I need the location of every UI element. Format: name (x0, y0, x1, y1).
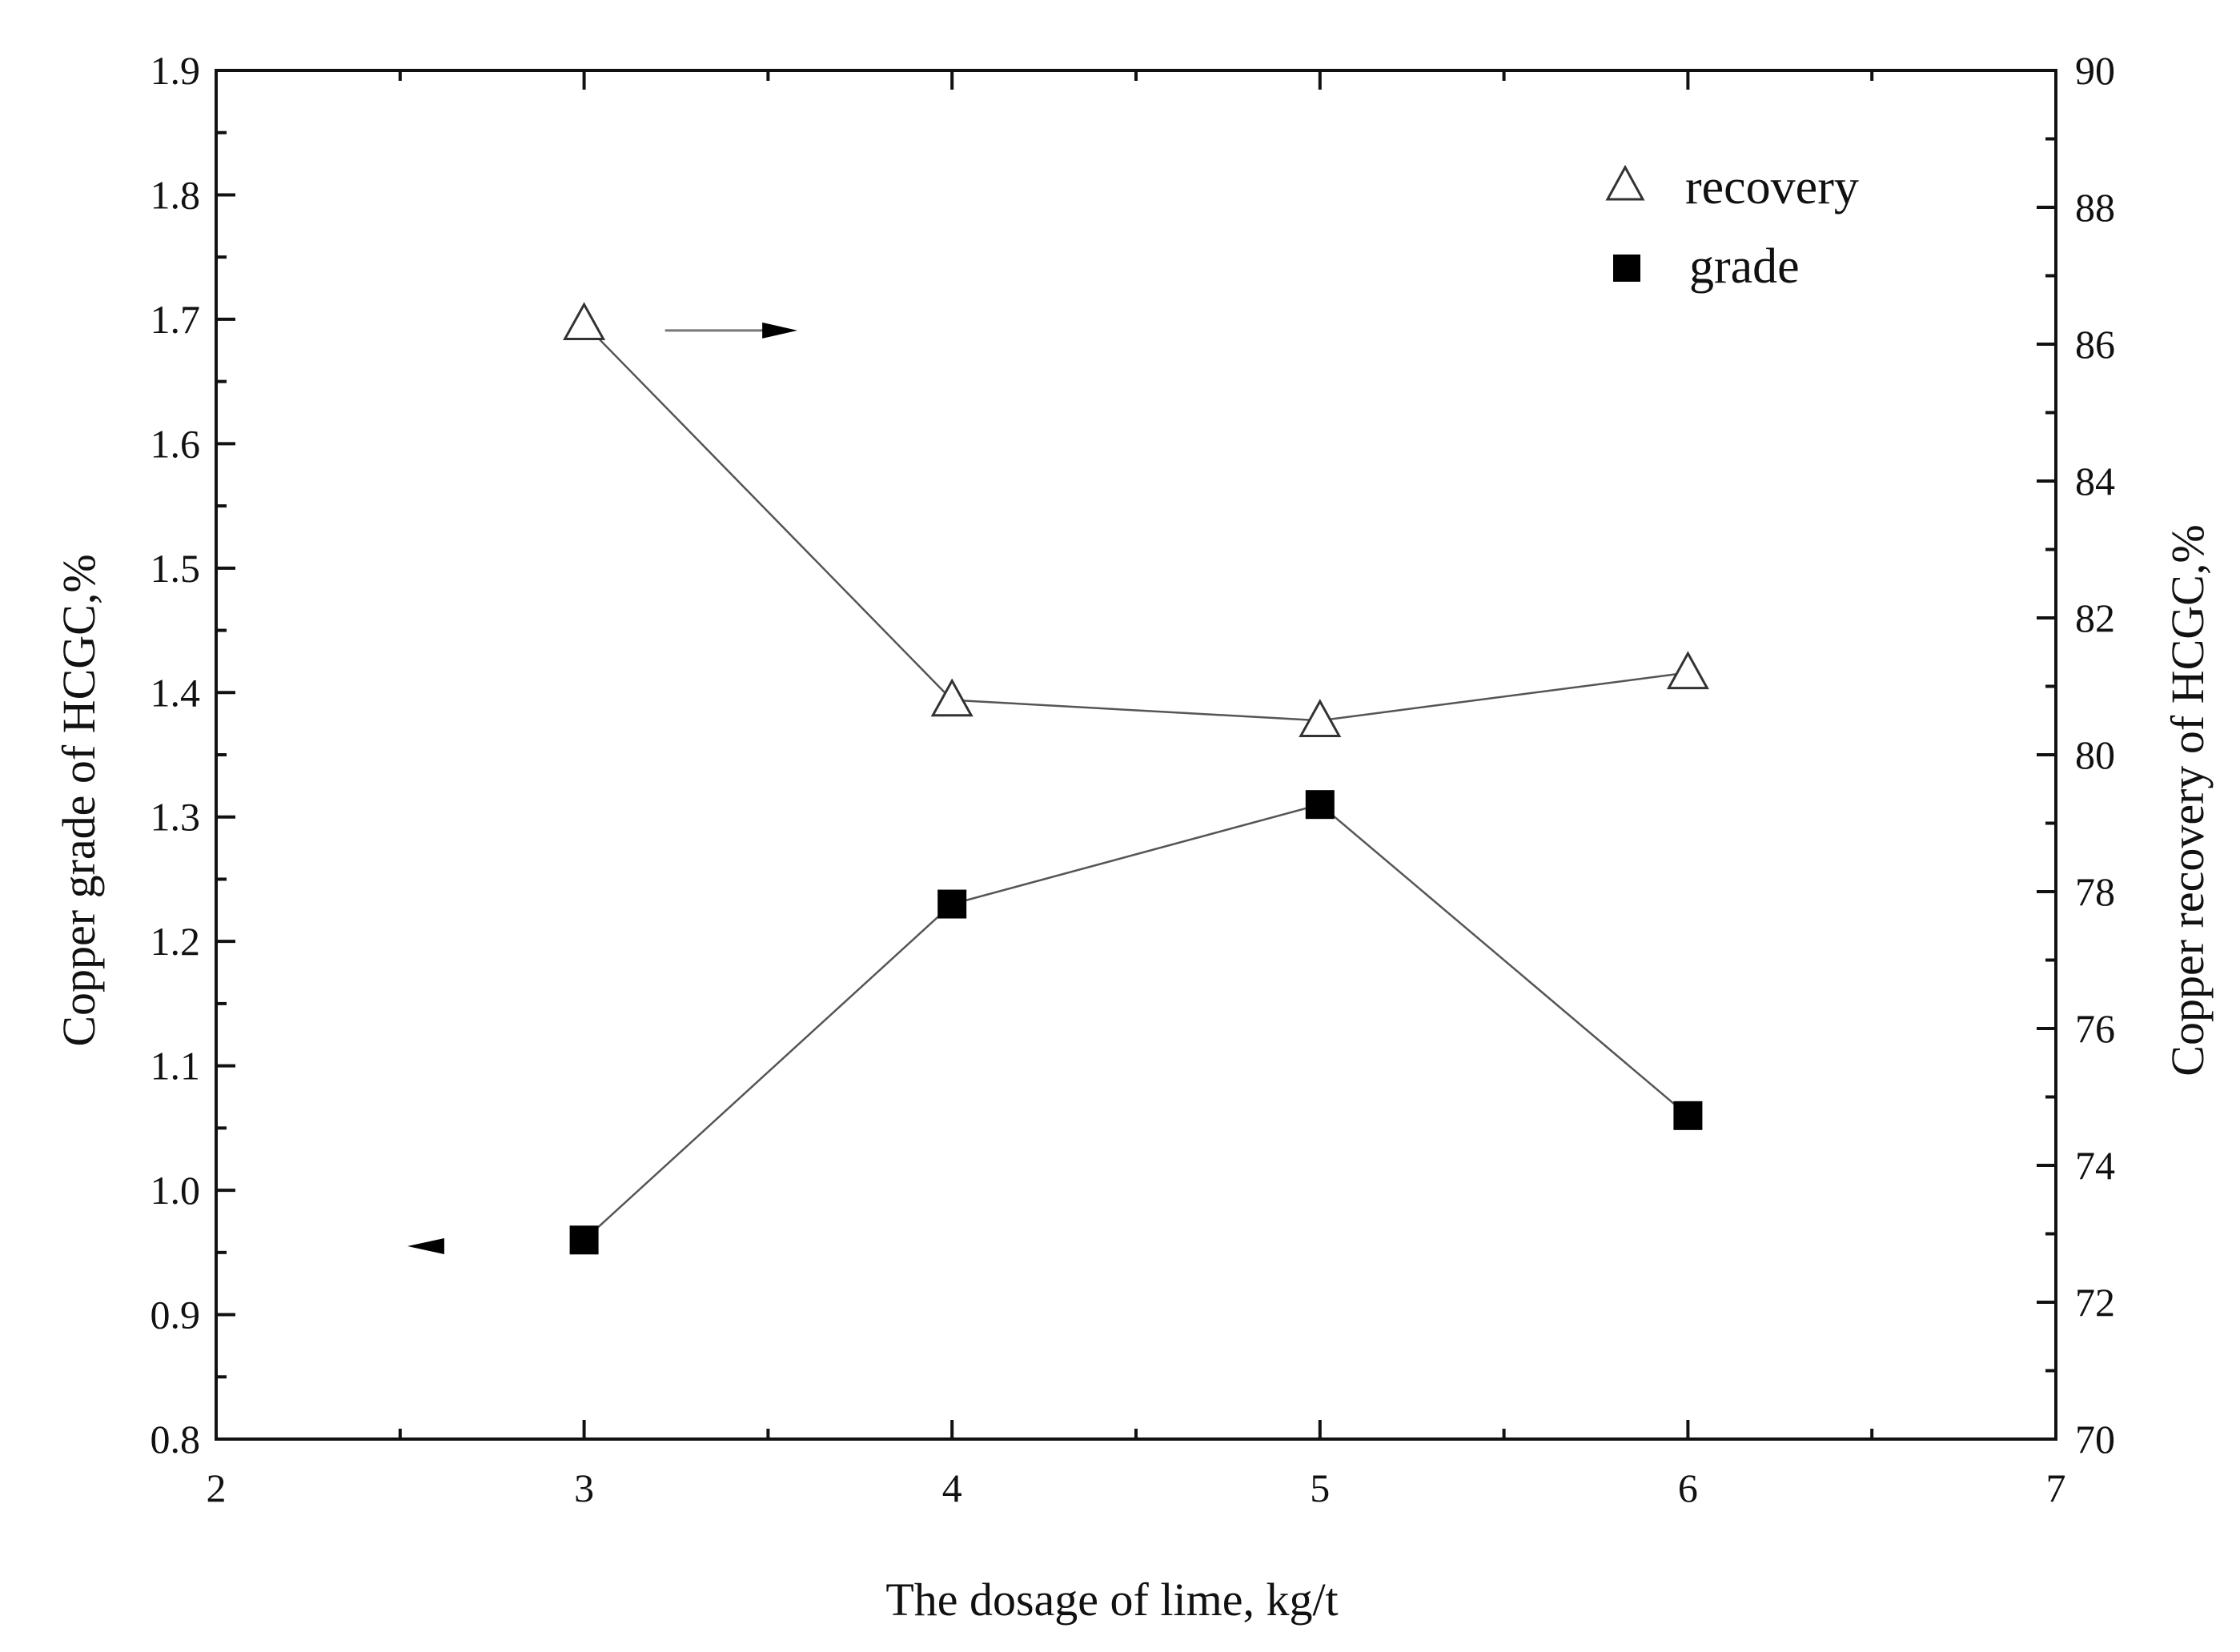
x-tick-label: 3 (574, 1466, 594, 1510)
indicator-arrow-head (407, 1238, 444, 1255)
data-point-grade (569, 1225, 599, 1255)
y-right-tick-label: 70 (2075, 1417, 2115, 1462)
data-point-grade (937, 889, 967, 919)
legend-grade-label: grade (1689, 239, 1800, 294)
y-axis-right-title: Copper recovery of HCGC,% (2162, 524, 2214, 1076)
x-tick-label: 4 (942, 1466, 962, 1510)
tick-labels: 2 3 4 5 6 7 0.8 0.9 1.0 1.1 1.2 1.3 1.4 1.5 1.6 1.7 1.8 1… (151, 48, 2116, 1510)
ticks (215, 69, 2057, 1441)
series-line-grade (583, 803, 1689, 1241)
legend-recovery-marker (1605, 164, 1645, 201)
y-left-tick-label: 1.4 (151, 670, 201, 715)
y-left-tick-label: 1.5 (151, 546, 201, 591)
data-point-recovery (563, 302, 606, 341)
x-tick-label: 2 (207, 1466, 227, 1510)
y-right-tick-label: 80 (2075, 732, 2115, 777)
series-layer (563, 302, 1709, 1255)
y-left-tick-label: 1.8 (151, 172, 201, 217)
y-left-tick-label: 1.0 (151, 1168, 201, 1213)
y-axis-left-title: Copper grade of HCGC,% (53, 554, 105, 1046)
y-right-tick-label: 90 (2075, 48, 2115, 93)
indicator-arrow-head (762, 322, 798, 339)
y-left-tick-label: 1.1 (151, 1044, 201, 1089)
legend-grade-marker (1613, 255, 1640, 282)
y-right-tick-label: 82 (2075, 595, 2115, 640)
y-right-tick-label: 76 (2075, 1006, 2115, 1051)
y-right-tick-label: 84 (2075, 459, 2115, 503)
data-point-grade (1673, 1101, 1703, 1130)
axis-indicators (407, 322, 798, 1255)
y-left-tick-label: 1.6 (151, 421, 201, 466)
y-left-tick-label: 1.9 (151, 48, 201, 93)
data-point-recovery (930, 678, 973, 717)
y-right-tick-label: 86 (2075, 322, 2115, 367)
data-point-recovery (1666, 651, 1709, 690)
y-right-tick-label: 74 (2075, 1143, 2115, 1188)
x-axis-title: The dosage of lime, kg/t (885, 1574, 1338, 1626)
data-point-grade (1305, 790, 1335, 820)
y-right-tick-label: 78 (2075, 869, 2115, 914)
y-right-tick-label: 88 (2075, 185, 2115, 230)
y-left-tick-label: 1.2 (151, 919, 201, 964)
y-right-tick-label: 72 (2075, 1280, 2115, 1325)
data-point-recovery (1299, 699, 1342, 737)
legend-recovery-label: recovery (1685, 160, 1859, 215)
x-tick-label: 5 (1310, 1466, 1330, 1510)
y-left-tick-label: 0.9 (151, 1293, 201, 1337)
x-tick-label: 6 (1678, 1466, 1698, 1510)
x-tick-label: 7 (2046, 1466, 2066, 1510)
y-left-tick-label: 1.3 (151, 795, 201, 840)
y-left-tick-label: 1.7 (151, 297, 201, 342)
legend: recovery grade (1605, 160, 1859, 294)
y-left-tick-label: 0.8 (151, 1417, 201, 1462)
series-line-recovery (583, 323, 1688, 722)
